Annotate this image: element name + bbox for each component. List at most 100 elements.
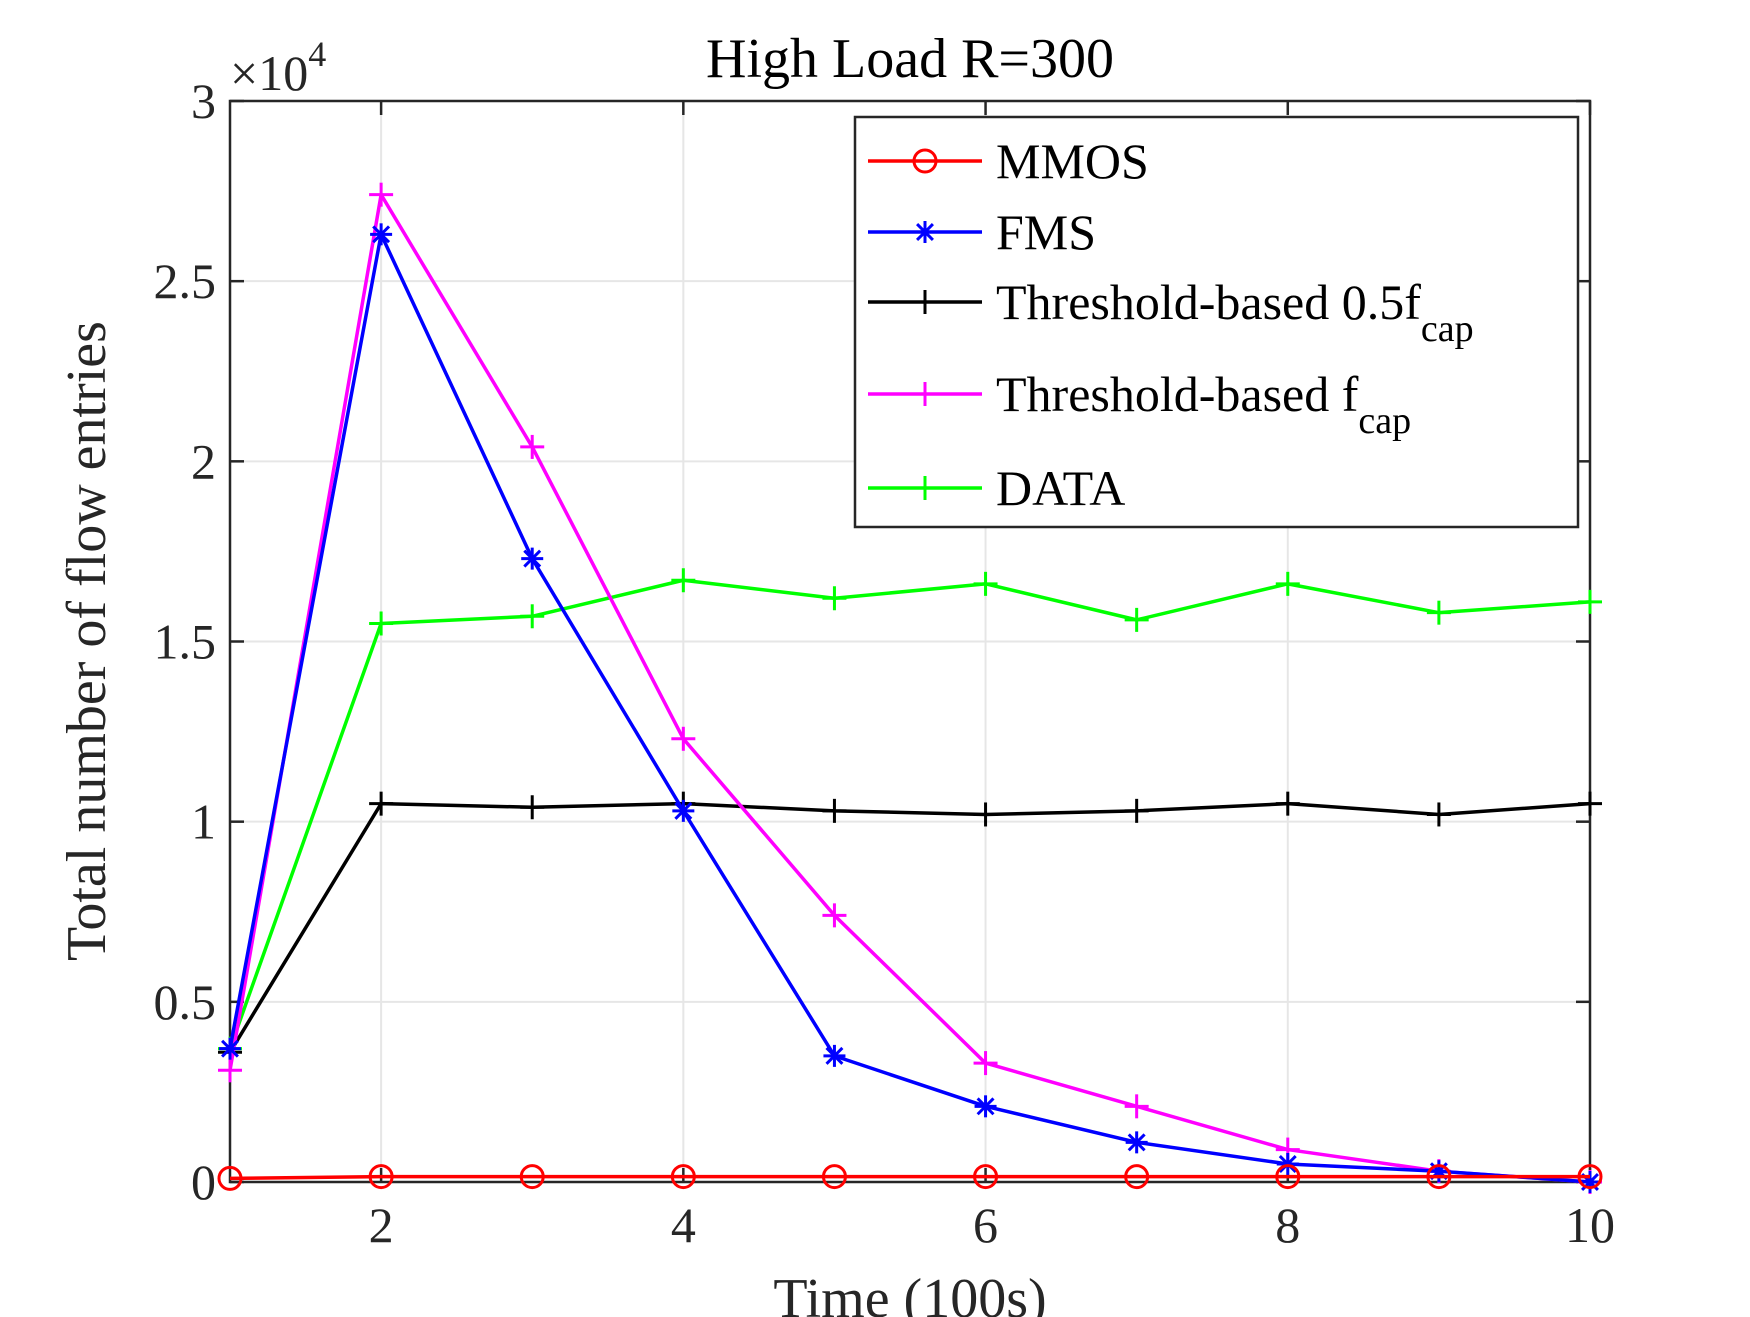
data-point-threshold-based-0-5fcap [1578,791,1602,816]
data-point-threshold-based-fcap [218,1058,242,1083]
legend-label-subscript: cap [1358,400,1411,442]
data-point-mmos [519,1164,545,1190]
data-point-mmos [1124,1164,1150,1190]
x-tick-label: 8 [1275,1197,1300,1253]
series-group [217,182,1603,1194]
y-axis-multiplier-base: ×10 [230,45,308,101]
data-point-mmos [821,1164,847,1190]
series-line-threshold-based-0-5fcap [228,801,1591,1054]
legend-label: MMOS [996,133,1149,189]
data-point-mmos [1275,1164,1301,1190]
data-point-fms [1579,1171,1601,1193]
x-tick-label: 2 [369,1197,394,1253]
data-point-data [369,611,394,636]
asterisk-stroke [674,801,693,820]
series-line-threshold-based-fcap [228,192,1591,1184]
data-point-mmos [1577,1164,1603,1190]
x-axis-label: Time (100s) [773,1268,1046,1317]
y-axis-multiplier: ×104 [230,34,326,101]
data-point-data [1275,571,1300,596]
legend-item-data: DATA [868,460,1125,516]
legend-label: DATA [996,460,1125,516]
y-tick-label: 0.5 [154,974,217,1030]
legend-label-subscript: cap [1421,308,1474,350]
data-point-threshold-based-0-5fcap [822,798,847,823]
legend-item-threshold-based-0-5fcap: Threshold-based 0.5fcap [868,274,1474,350]
asterisk-stroke [221,1039,239,1058]
x-tick-label: 6 [973,1197,998,1253]
data-point-fms [1125,1131,1148,1154]
x-tick-label: 10 [1565,1197,1615,1253]
y-axis-label: Total number of flow entries [56,321,118,961]
y-tick-labels: 0 0.5 1 1.5 2 2.5 3 [154,73,217,1210]
asterisk-stroke [1127,1133,1146,1152]
asterisk-stroke [1278,1155,1297,1173]
legend-label: Threshold-based fcap [996,366,1411,442]
y-tick-label: 1.5 [154,614,217,670]
asterisk-stroke [825,1046,844,1065]
legend-label-main: Threshold-based f [996,366,1359,422]
legend-item-threshold-based-fcap: Threshold-based fcap [868,366,1411,442]
data-point-threshold-based-fcap [973,1051,998,1076]
asterisk-stroke [372,225,391,244]
y-tick-label: 0 [191,1154,216,1210]
asterisk-stroke [916,223,934,241]
legend-swatch-marker [913,290,937,314]
data-point-data [1124,607,1149,632]
legend-swatch-marker [912,148,938,174]
legend-swatch-marker [914,221,936,243]
legend-label: FMS [996,204,1096,260]
data-point-mmos [973,1164,999,1190]
series-line-data [228,578,1591,1050]
y-axis-multiplier-exponent: 4 [308,34,326,74]
y-tick-label: 1 [191,794,216,850]
legend-label-main: DATA [996,460,1125,516]
series-line-mmos [229,1174,1590,1181]
data-point-threshold-based-fcap [822,903,847,928]
asterisk-stroke [523,549,542,568]
data-point-threshold-based-0-5fcap [1124,798,1149,823]
legend-label-main: Threshold-based 0.5f [996,274,1421,330]
data-point-fms [823,1044,846,1067]
legend-label-main: MMOS [996,133,1149,189]
data-point-threshold-based-0-5fcap [1275,791,1300,816]
data-point-threshold-based-fcap [671,726,696,751]
data-point-fms [370,223,393,246]
data-point-threshold-based-0-5fcap [1426,802,1451,827]
data-point-threshold-based-0-5fcap [369,791,394,816]
x-tick-labels: 2 4 6 8 10 [369,1197,1615,1253]
legend-swatch-marker [913,382,937,406]
y-tick-label: 3 [191,73,216,129]
data-point-fms [1427,1160,1450,1183]
data-point-threshold-based-fcap [369,182,394,207]
data-point-fms [1276,1152,1299,1175]
data-point-data [671,568,696,593]
series-line-fms [228,232,1591,1184]
series-data [218,568,1602,1061]
data-point-mmos [217,1165,243,1191]
data-point-threshold-based-fcap [520,434,545,459]
data-point-mmos [1426,1164,1452,1190]
data-point-fms [219,1037,241,1060]
data-point-data [1426,600,1451,625]
series-mmos [217,1164,1603,1191]
data-point-threshold-based-0-5fcap [973,802,998,827]
data-point-threshold-based-0-5fcap [520,795,545,820]
legend-box [853,115,1580,529]
x-tick-label: 4 [671,1197,696,1253]
data-point-data [520,604,545,629]
asterisk-stroke [976,1097,995,1116]
legend-label-main: FMS [996,204,1096,260]
data-point-mmos [670,1164,696,1190]
legend-swatch-marker [913,476,937,500]
y-tick-label: 2.5 [154,253,217,309]
chart-title: High Load R=300 [706,28,1114,90]
data-point-fms [672,799,695,822]
legend-label: Threshold-based 0.5fcap [996,274,1474,350]
data-point-mmos [368,1164,394,1190]
series-fms [219,223,1601,1193]
data-point-data [1578,589,1602,614]
